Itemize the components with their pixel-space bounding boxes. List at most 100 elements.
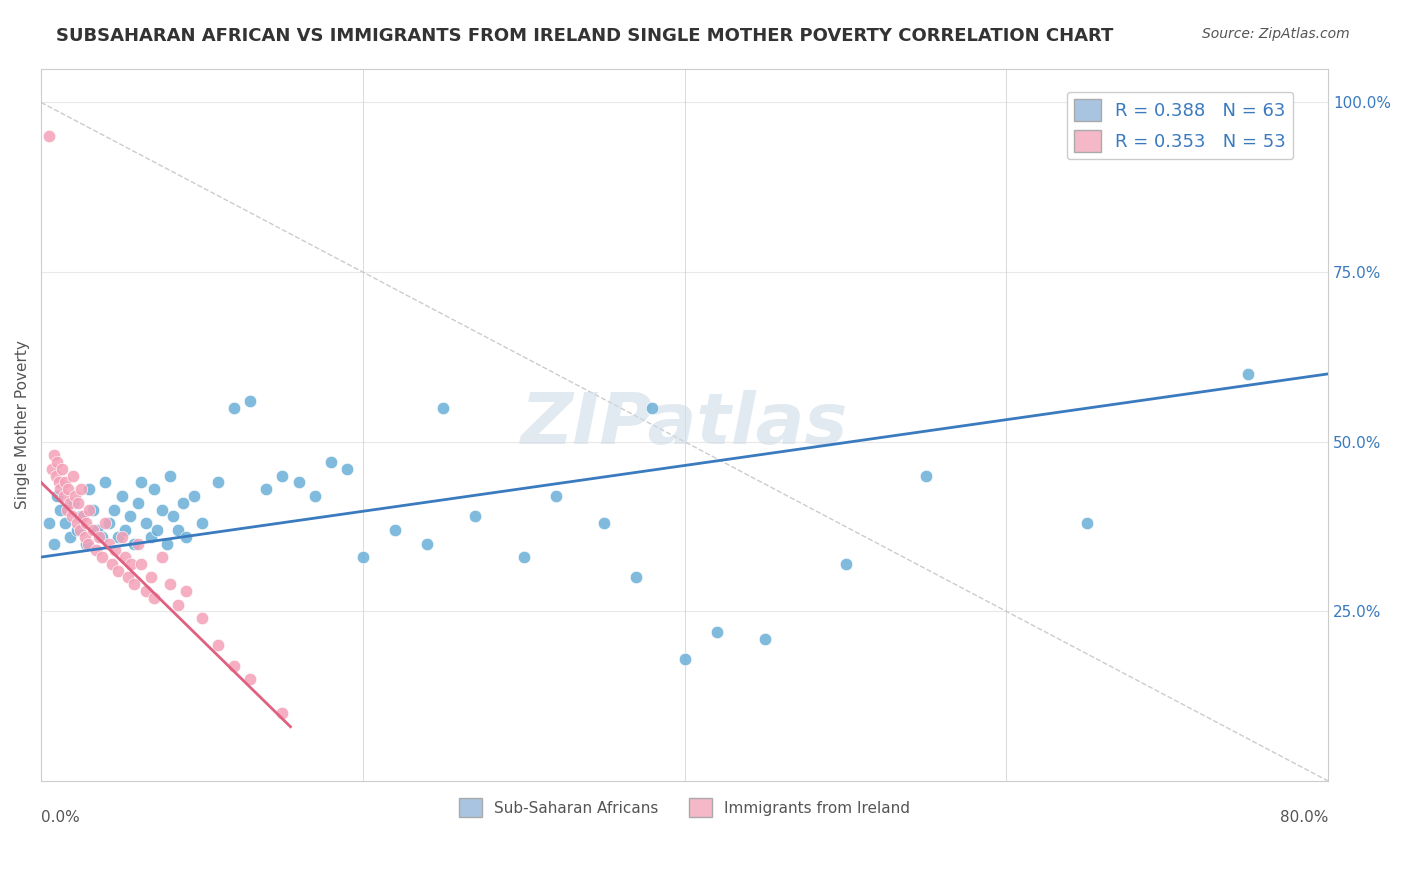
- Point: [58, 482, 80, 496]
- Point: [42, 536, 65, 550]
- Point: [97, 516, 120, 530]
- Point: [150, 502, 173, 516]
- Point: [70, 509, 93, 524]
- Point: [91, 550, 114, 565]
- Point: [67, 496, 90, 510]
- Point: [110, 489, 132, 503]
- Point: [79, 502, 101, 516]
- Point: [150, 550, 173, 565]
- Point: [593, 516, 616, 530]
- Point: [207, 638, 229, 652]
- Point: [48, 475, 70, 490]
- Point: [254, 482, 277, 496]
- Point: [82, 523, 104, 537]
- Point: [94, 475, 117, 490]
- Point: [287, 475, 309, 490]
- Point: [38, 129, 60, 144]
- Point: [120, 557, 142, 571]
- Point: [124, 536, 146, 550]
- Point: [75, 536, 97, 550]
- Point: [834, 557, 856, 571]
- Point: [53, 516, 76, 530]
- Text: SUBSAHARAN AFRICAN VS IMMIGRANTS FROM IRELAND SINGLE MOTHER POVERTY CORRELATION : SUBSAHARAN AFRICAN VS IMMIGRANTS FROM IR…: [56, 27, 1114, 45]
- Point: [114, 523, 136, 537]
- Point: [69, 523, 91, 537]
- Point: [87, 530, 110, 544]
- Point: [706, 624, 728, 639]
- Point: [65, 516, 87, 530]
- Point: [162, 509, 184, 524]
- Point: [271, 706, 294, 720]
- Point: [79, 482, 101, 496]
- Point: [135, 584, 157, 599]
- Point: [139, 570, 162, 584]
- Point: [72, 509, 94, 524]
- Point: [352, 550, 374, 565]
- Point: [142, 591, 165, 605]
- Point: [159, 468, 181, 483]
- Y-axis label: Single Mother Poverty: Single Mother Poverty: [15, 341, 30, 509]
- Point: [159, 577, 181, 591]
- Point: [46, 489, 69, 503]
- Text: ZIPatlas: ZIPatlas: [522, 391, 848, 459]
- Point: [172, 496, 194, 510]
- Point: [117, 570, 139, 584]
- Point: [1236, 367, 1258, 381]
- Text: Source: ZipAtlas.com: Source: ZipAtlas.com: [1202, 27, 1350, 41]
- Point: [107, 530, 129, 544]
- Point: [52, 489, 75, 503]
- Point: [45, 468, 67, 483]
- Point: [139, 530, 162, 544]
- Point: [97, 536, 120, 550]
- Point: [49, 502, 72, 516]
- Point: [416, 536, 439, 550]
- Point: [65, 523, 87, 537]
- Point: [94, 516, 117, 530]
- Point: [51, 462, 73, 476]
- Point: [239, 672, 262, 686]
- Point: [224, 658, 246, 673]
- Point: [146, 523, 169, 537]
- Point: [191, 611, 214, 625]
- Point: [174, 584, 197, 599]
- Point: [63, 489, 86, 503]
- Point: [155, 536, 177, 550]
- Point: [101, 557, 124, 571]
- Point: [129, 475, 152, 490]
- Point: [118, 509, 141, 524]
- Point: [124, 577, 146, 591]
- Point: [127, 536, 149, 550]
- Point: [384, 523, 406, 537]
- Point: [673, 652, 696, 666]
- Point: [336, 462, 359, 476]
- Point: [46, 455, 69, 469]
- Point: [84, 543, 107, 558]
- Point: [544, 489, 567, 503]
- Point: [114, 550, 136, 565]
- Point: [91, 530, 114, 544]
- Point: [127, 496, 149, 510]
- Point: [174, 530, 197, 544]
- Point: [73, 530, 96, 544]
- Point: [207, 475, 229, 490]
- Point: [166, 523, 188, 537]
- Point: [432, 401, 454, 415]
- Point: [641, 401, 664, 415]
- Point: [75, 516, 97, 530]
- Point: [239, 394, 262, 409]
- Point: [86, 523, 108, 537]
- Point: [60, 509, 83, 524]
- Point: [53, 475, 76, 490]
- Point: [626, 570, 648, 584]
- Point: [59, 496, 82, 510]
- Point: [754, 632, 776, 646]
- Point: [42, 448, 65, 462]
- Text: 0.0%: 0.0%: [41, 810, 80, 824]
- Point: [513, 550, 536, 565]
- Point: [1076, 516, 1098, 530]
- Point: [142, 482, 165, 496]
- Point: [464, 509, 486, 524]
- Legend: Sub-Saharan Africans, Immigrants from Ireland: Sub-Saharan Africans, Immigrants from Ir…: [453, 792, 917, 823]
- Text: 80.0%: 80.0%: [1279, 810, 1329, 824]
- Point: [59, 530, 82, 544]
